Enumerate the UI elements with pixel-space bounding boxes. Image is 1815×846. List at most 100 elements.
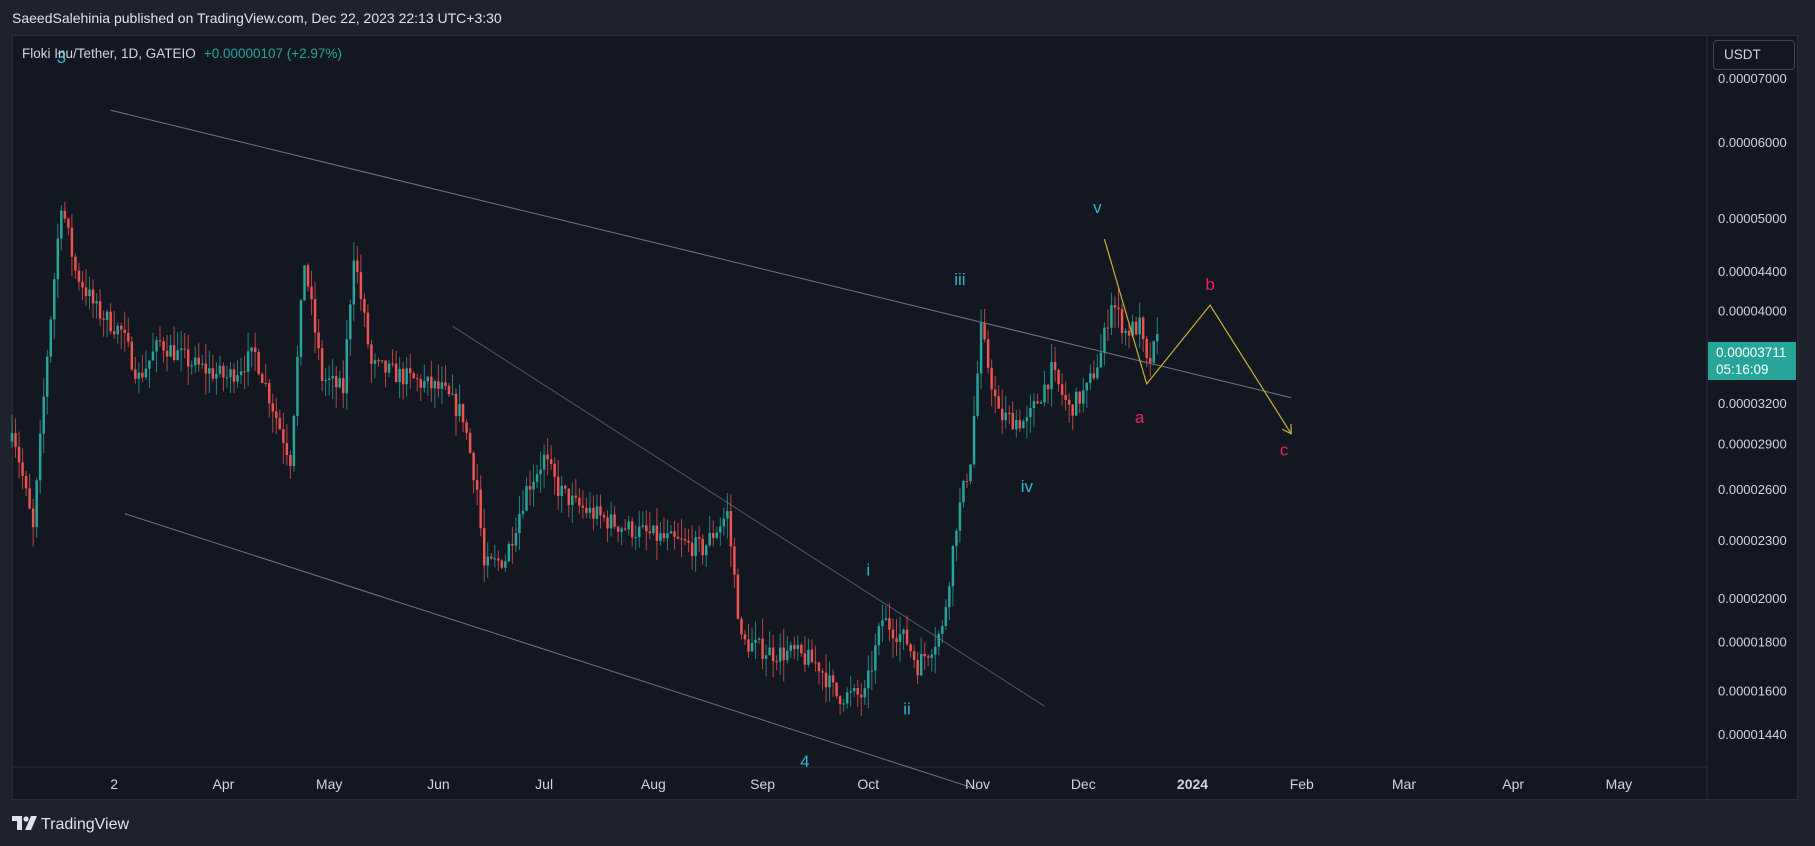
candle-body bbox=[923, 653, 926, 657]
candle-body bbox=[384, 360, 387, 373]
candle-body bbox=[941, 625, 944, 634]
candle-body bbox=[669, 531, 673, 534]
candle-body bbox=[148, 360, 151, 369]
price-tick-label: 0.00005000 bbox=[1718, 211, 1787, 226]
candle-body bbox=[53, 279, 56, 320]
candle-body bbox=[585, 507, 588, 513]
candle-body bbox=[208, 368, 211, 374]
candle-body bbox=[1053, 361, 1057, 370]
time-tick-label: Dec bbox=[1071, 776, 1096, 792]
candle-body bbox=[990, 367, 993, 390]
candle-body bbox=[38, 433, 42, 481]
candle-body bbox=[465, 422, 468, 434]
candle-body bbox=[387, 363, 391, 373]
time-tick-label: Jul bbox=[535, 776, 553, 792]
candle-body bbox=[694, 537, 697, 557]
inner-trendline bbox=[452, 325, 1045, 707]
candle-body bbox=[1000, 408, 1004, 421]
candle-body bbox=[215, 373, 218, 379]
wave-label-iii: iii bbox=[954, 270, 965, 289]
candle-body bbox=[507, 543, 511, 562]
candle-body bbox=[884, 618, 888, 621]
candle-body bbox=[898, 634, 902, 643]
time-tick-label: Oct bbox=[857, 776, 879, 792]
lower-channel bbox=[124, 513, 978, 790]
candle-body bbox=[257, 351, 260, 375]
candle-body bbox=[268, 383, 271, 404]
candle-body bbox=[380, 360, 384, 362]
candle-body bbox=[549, 459, 553, 464]
time-tick-label: Apr bbox=[1502, 776, 1524, 792]
candle-body bbox=[1046, 384, 1050, 390]
candle-body bbox=[366, 312, 370, 345]
candle-body bbox=[835, 682, 838, 697]
candle-body bbox=[370, 344, 373, 364]
candle-body bbox=[638, 526, 641, 538]
candle-body bbox=[60, 210, 63, 239]
candle-body bbox=[486, 556, 489, 566]
candle-body bbox=[849, 691, 852, 693]
candle-body bbox=[211, 368, 215, 379]
price-axis[interactable]: 0.00007000 0.00006000 0.00005000 0.00004400… bbox=[1718, 71, 1787, 742]
candle-body bbox=[1043, 384, 1046, 403]
candle-body bbox=[416, 378, 419, 380]
candle-body bbox=[120, 325, 123, 330]
candle-body bbox=[306, 265, 310, 287]
time-axis[interactable]: 2 Apr May Jun Jul Aug Sep Oct Nov Dec 2024 Feb Mar Ap… bbox=[110, 776, 1632, 792]
candle-body bbox=[1064, 394, 1067, 400]
candle-body bbox=[1124, 330, 1127, 334]
candle-body bbox=[521, 510, 525, 515]
candle-body bbox=[183, 348, 186, 350]
candle-body bbox=[63, 210, 67, 219]
publisher-bar: SaeedSalehinia published on TradingView.… bbox=[0, 0, 1815, 34]
time-tick-label: 2 bbox=[110, 776, 118, 792]
candle-body bbox=[236, 374, 239, 382]
candle-body bbox=[571, 495, 574, 506]
candle-body bbox=[28, 488, 31, 509]
candle-body bbox=[1067, 399, 1071, 405]
candle-body bbox=[1141, 317, 1145, 340]
candle-body bbox=[845, 692, 849, 704]
candle-body bbox=[715, 532, 719, 538]
symbol-legend[interactable]: Floki Inu/Tether, 1D, GATEIO +0.00000107 … bbox=[22, 46, 342, 61]
time-tick-label: Jun bbox=[427, 776, 450, 792]
candle-body bbox=[451, 393, 454, 395]
candle-body bbox=[102, 318, 105, 320]
candle-body bbox=[144, 368, 148, 378]
candle-body bbox=[926, 656, 930, 658]
wave-label-a: a bbox=[1135, 408, 1145, 427]
candle-body bbox=[997, 396, 1000, 409]
candle-body bbox=[497, 558, 500, 561]
price-tick-label: 0.00002000 bbox=[1718, 591, 1787, 606]
candle-body bbox=[761, 638, 764, 659]
candle-body bbox=[690, 542, 694, 557]
candle-body bbox=[349, 304, 352, 340]
candle-body bbox=[461, 404, 465, 423]
time-tick-label: 2024 bbox=[1177, 776, 1208, 792]
candle-body bbox=[578, 497, 581, 506]
candle-body bbox=[807, 649, 810, 665]
candle-body bbox=[1110, 305, 1113, 328]
chart-panel[interactable] bbox=[12, 35, 1798, 800]
candle-body bbox=[324, 379, 327, 381]
candle-body bbox=[1131, 321, 1134, 336]
price-tick-label: 0.00002600 bbox=[1718, 482, 1787, 497]
candle-body bbox=[1117, 307, 1120, 310]
candle-body bbox=[556, 476, 560, 496]
candle-body bbox=[553, 463, 556, 477]
candle-body bbox=[303, 265, 306, 301]
candle-body bbox=[17, 446, 21, 463]
candle-body bbox=[112, 331, 116, 335]
candle-body bbox=[165, 350, 169, 357]
candle-body bbox=[860, 694, 863, 698]
wave-label-i: i bbox=[866, 561, 870, 580]
candle-body bbox=[373, 360, 377, 364]
candle-body bbox=[616, 526, 620, 532]
currency-button[interactable]: USDT bbox=[1713, 40, 1795, 70]
candle-body bbox=[292, 415, 296, 467]
candle-body bbox=[733, 546, 736, 575]
candle-body bbox=[1050, 361, 1053, 390]
candle-body bbox=[310, 286, 313, 300]
candle-body bbox=[454, 393, 458, 417]
